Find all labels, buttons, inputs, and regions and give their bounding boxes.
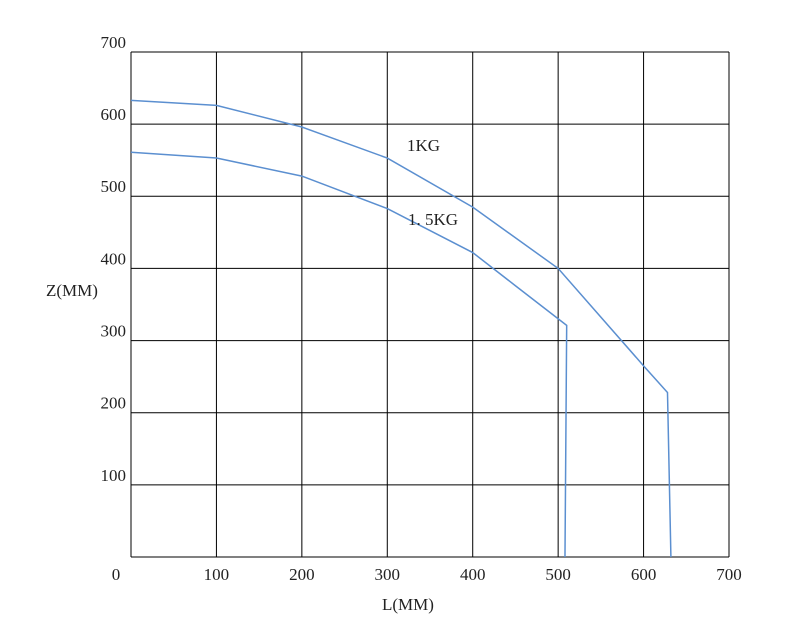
- y-axis-label: Z(MM): [46, 281, 98, 300]
- y-tick-label: 700: [101, 33, 127, 52]
- x-axis-label: L(MM): [382, 595, 434, 614]
- line-series: [130, 151, 568, 558]
- y-tick-label: 600: [101, 105, 127, 124]
- series-label: 1. 5KG: [408, 210, 458, 229]
- x-tick-label: 300: [375, 565, 401, 584]
- y-tick-label: 500: [101, 177, 127, 196]
- x-tick-label: 700: [716, 565, 742, 584]
- x-tick-label: 0: [112, 565, 121, 584]
- x-tick-label: 100: [204, 565, 230, 584]
- series-label: 1KG: [407, 136, 440, 155]
- line-series: [130, 99, 672, 558]
- y-tick-label: 400: [101, 249, 127, 268]
- y-tick-label: 200: [101, 394, 127, 413]
- y-tick-label: 100: [101, 466, 127, 485]
- x-tick-label: 400: [460, 565, 486, 584]
- x-tick-label: 600: [631, 565, 657, 584]
- x-tick-label: 200: [289, 565, 315, 584]
- x-tick-label: 500: [545, 565, 571, 584]
- y-tick-label: 300: [101, 321, 127, 340]
